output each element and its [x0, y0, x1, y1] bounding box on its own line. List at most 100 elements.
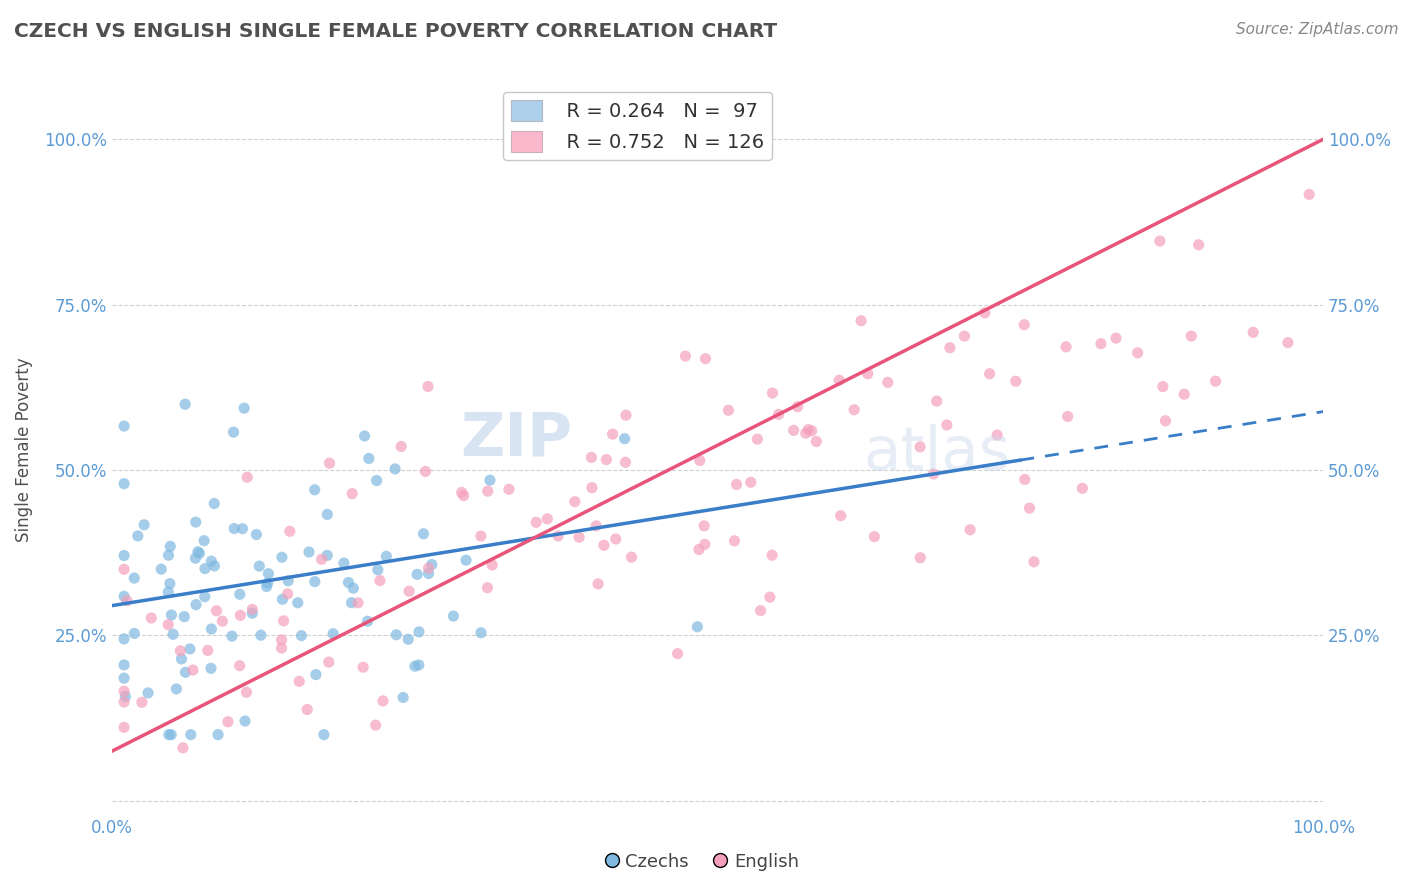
Point: [169, 644, 191, 658]
Point: [112, 419, 135, 434]
Point: [322, 626, 344, 640]
Point: [112, 549, 135, 563]
Point: [498, 483, 520, 497]
Point: [352, 660, 374, 674]
Point: [162, 627, 184, 641]
Point: [406, 567, 429, 582]
Point: [222, 425, 245, 439]
Point: [368, 574, 391, 588]
Point: [844, 402, 866, 417]
Point: [278, 524, 301, 539]
Point: [613, 432, 636, 446]
Point: [367, 563, 389, 577]
Point: [347, 596, 370, 610]
Point: [1277, 335, 1299, 350]
Point: [398, 584, 420, 599]
Point: [132, 517, 155, 532]
Point: [200, 554, 222, 568]
Point: [174, 397, 197, 411]
Point: [1149, 234, 1171, 248]
Point: [304, 574, 326, 589]
Text: CZECH VS ENGLISH SINGLE FEMALE POVERTY CORRELATION CHART: CZECH VS ENGLISH SINGLE FEMALE POVERTY C…: [14, 22, 778, 41]
Point: [173, 609, 195, 624]
Point: [200, 622, 222, 636]
Point: [1056, 409, 1078, 424]
Point: [194, 561, 217, 575]
Point: [688, 542, 710, 557]
Point: [986, 428, 1008, 442]
Text: Source: ZipAtlas.com: Source: ZipAtlas.com: [1236, 22, 1399, 37]
Point: [477, 581, 499, 595]
Point: [172, 740, 194, 755]
Point: [768, 408, 790, 422]
Point: [759, 590, 782, 604]
Point: [318, 655, 340, 669]
Point: [170, 652, 193, 666]
Point: [979, 367, 1001, 381]
Point: [420, 558, 443, 572]
Point: [270, 550, 292, 565]
Point: [418, 561, 440, 575]
Point: [160, 728, 183, 742]
Point: [761, 548, 783, 562]
Point: [1014, 472, 1036, 486]
Point: [271, 592, 294, 607]
Point: [112, 684, 135, 698]
Point: [725, 477, 748, 491]
Point: [717, 403, 740, 417]
Point: [375, 549, 398, 564]
Point: [564, 494, 586, 508]
Point: [157, 548, 180, 562]
Point: [749, 604, 772, 618]
Point: [959, 523, 981, 537]
Y-axis label: Single Female Poverty: Single Female Poverty: [15, 358, 32, 542]
Point: [131, 695, 153, 709]
Point: [311, 552, 333, 566]
Point: [224, 522, 246, 536]
Point: [179, 641, 201, 656]
Point: [235, 685, 257, 699]
Point: [112, 695, 135, 709]
Point: [318, 456, 340, 470]
Point: [112, 562, 135, 576]
Point: [187, 545, 209, 559]
Point: [782, 423, 804, 437]
Point: [159, 539, 181, 553]
Point: [568, 530, 591, 544]
Point: [450, 485, 472, 500]
Point: [614, 408, 637, 422]
Point: [800, 424, 823, 438]
Point: [408, 624, 430, 639]
Point: [371, 694, 394, 708]
Point: [939, 341, 962, 355]
Point: [441, 609, 464, 624]
Point: [740, 475, 762, 490]
Point: [112, 476, 135, 491]
Point: [197, 643, 219, 657]
Point: [270, 632, 292, 647]
Point: [786, 400, 808, 414]
Point: [159, 576, 181, 591]
Point: [288, 674, 311, 689]
Point: [470, 625, 492, 640]
Point: [136, 686, 159, 700]
Point: [1173, 387, 1195, 401]
Point: [412, 526, 434, 541]
Point: [112, 671, 135, 685]
Point: [602, 427, 624, 442]
Point: [141, 611, 163, 625]
Point: [194, 590, 217, 604]
Point: [112, 632, 135, 646]
Point: [366, 474, 388, 488]
Point: [157, 728, 180, 742]
Point: [747, 432, 769, 446]
Point: [180, 728, 202, 742]
Point: [1054, 340, 1077, 354]
Point: [581, 481, 603, 495]
Point: [207, 728, 229, 742]
Point: [605, 532, 627, 546]
Point: [202, 496, 225, 510]
Point: [695, 351, 717, 366]
Point: [297, 702, 319, 716]
Point: [470, 529, 492, 543]
